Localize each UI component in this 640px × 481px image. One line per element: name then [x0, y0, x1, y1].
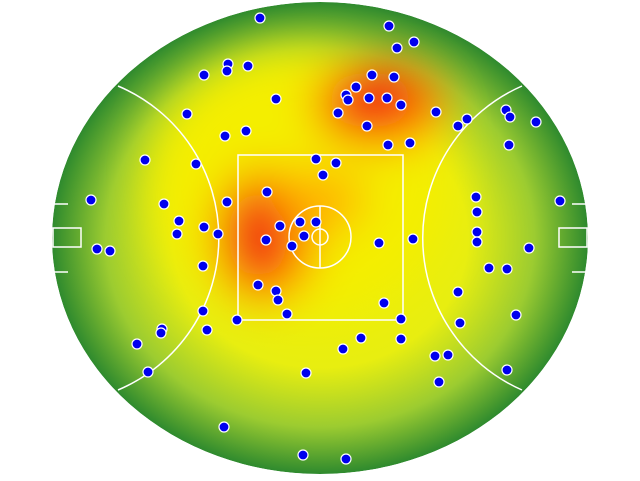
point [395, 99, 407, 111]
point [510, 309, 522, 321]
point [171, 228, 183, 240]
point [198, 221, 210, 233]
point [471, 236, 483, 248]
point [452, 120, 464, 132]
point [503, 139, 515, 151]
point [350, 81, 362, 93]
point [471, 206, 483, 218]
point [381, 92, 393, 104]
point [142, 366, 154, 378]
point [355, 332, 367, 344]
point [139, 154, 151, 166]
point [218, 421, 230, 433]
point [219, 130, 231, 142]
point [310, 216, 322, 228]
point [286, 240, 298, 252]
point [231, 314, 243, 326]
point [501, 263, 513, 275]
point [201, 324, 213, 336]
point [337, 343, 349, 355]
point [395, 333, 407, 345]
point [261, 186, 273, 198]
point [281, 308, 293, 320]
point [332, 107, 344, 119]
point [173, 215, 185, 227]
point [461, 113, 473, 125]
point [310, 153, 322, 165]
point [471, 226, 483, 238]
point [254, 12, 266, 24]
point [242, 60, 254, 72]
point [382, 139, 394, 151]
point [404, 137, 416, 149]
point [198, 69, 210, 81]
point [197, 305, 209, 317]
point [91, 243, 103, 255]
point [85, 194, 97, 206]
point [454, 317, 466, 329]
point [260, 234, 272, 246]
point [408, 36, 420, 48]
point [363, 92, 375, 104]
point [395, 313, 407, 325]
point [340, 453, 352, 465]
point [430, 106, 442, 118]
point [407, 233, 419, 245]
point [501, 364, 513, 376]
point [190, 158, 202, 170]
point [317, 169, 329, 181]
point [388, 71, 400, 83]
point [442, 349, 454, 361]
point [342, 94, 354, 106]
point [429, 350, 441, 362]
point [294, 216, 306, 228]
point [197, 260, 209, 272]
point [181, 108, 193, 120]
point [391, 42, 403, 54]
point [155, 327, 167, 339]
point [504, 111, 516, 123]
point [554, 195, 566, 207]
point [330, 157, 342, 169]
point [158, 198, 170, 210]
point [221, 65, 233, 77]
point [270, 285, 282, 297]
point [221, 196, 233, 208]
point [366, 69, 378, 81]
point [272, 294, 284, 306]
point [104, 245, 116, 257]
point [373, 237, 385, 249]
point [523, 242, 535, 254]
point [383, 20, 395, 32]
point [298, 230, 310, 242]
point [240, 125, 252, 137]
point [470, 191, 482, 203]
point [270, 93, 282, 105]
point [530, 116, 542, 128]
point [452, 286, 464, 298]
point [252, 279, 264, 291]
point [274, 220, 286, 232]
point [483, 262, 495, 274]
field-lines [52, 85, 588, 391]
point [131, 338, 143, 350]
point [212, 228, 224, 240]
point [300, 367, 312, 379]
point [433, 376, 445, 388]
point [361, 120, 373, 132]
point [297, 449, 309, 461]
point [378, 297, 390, 309]
